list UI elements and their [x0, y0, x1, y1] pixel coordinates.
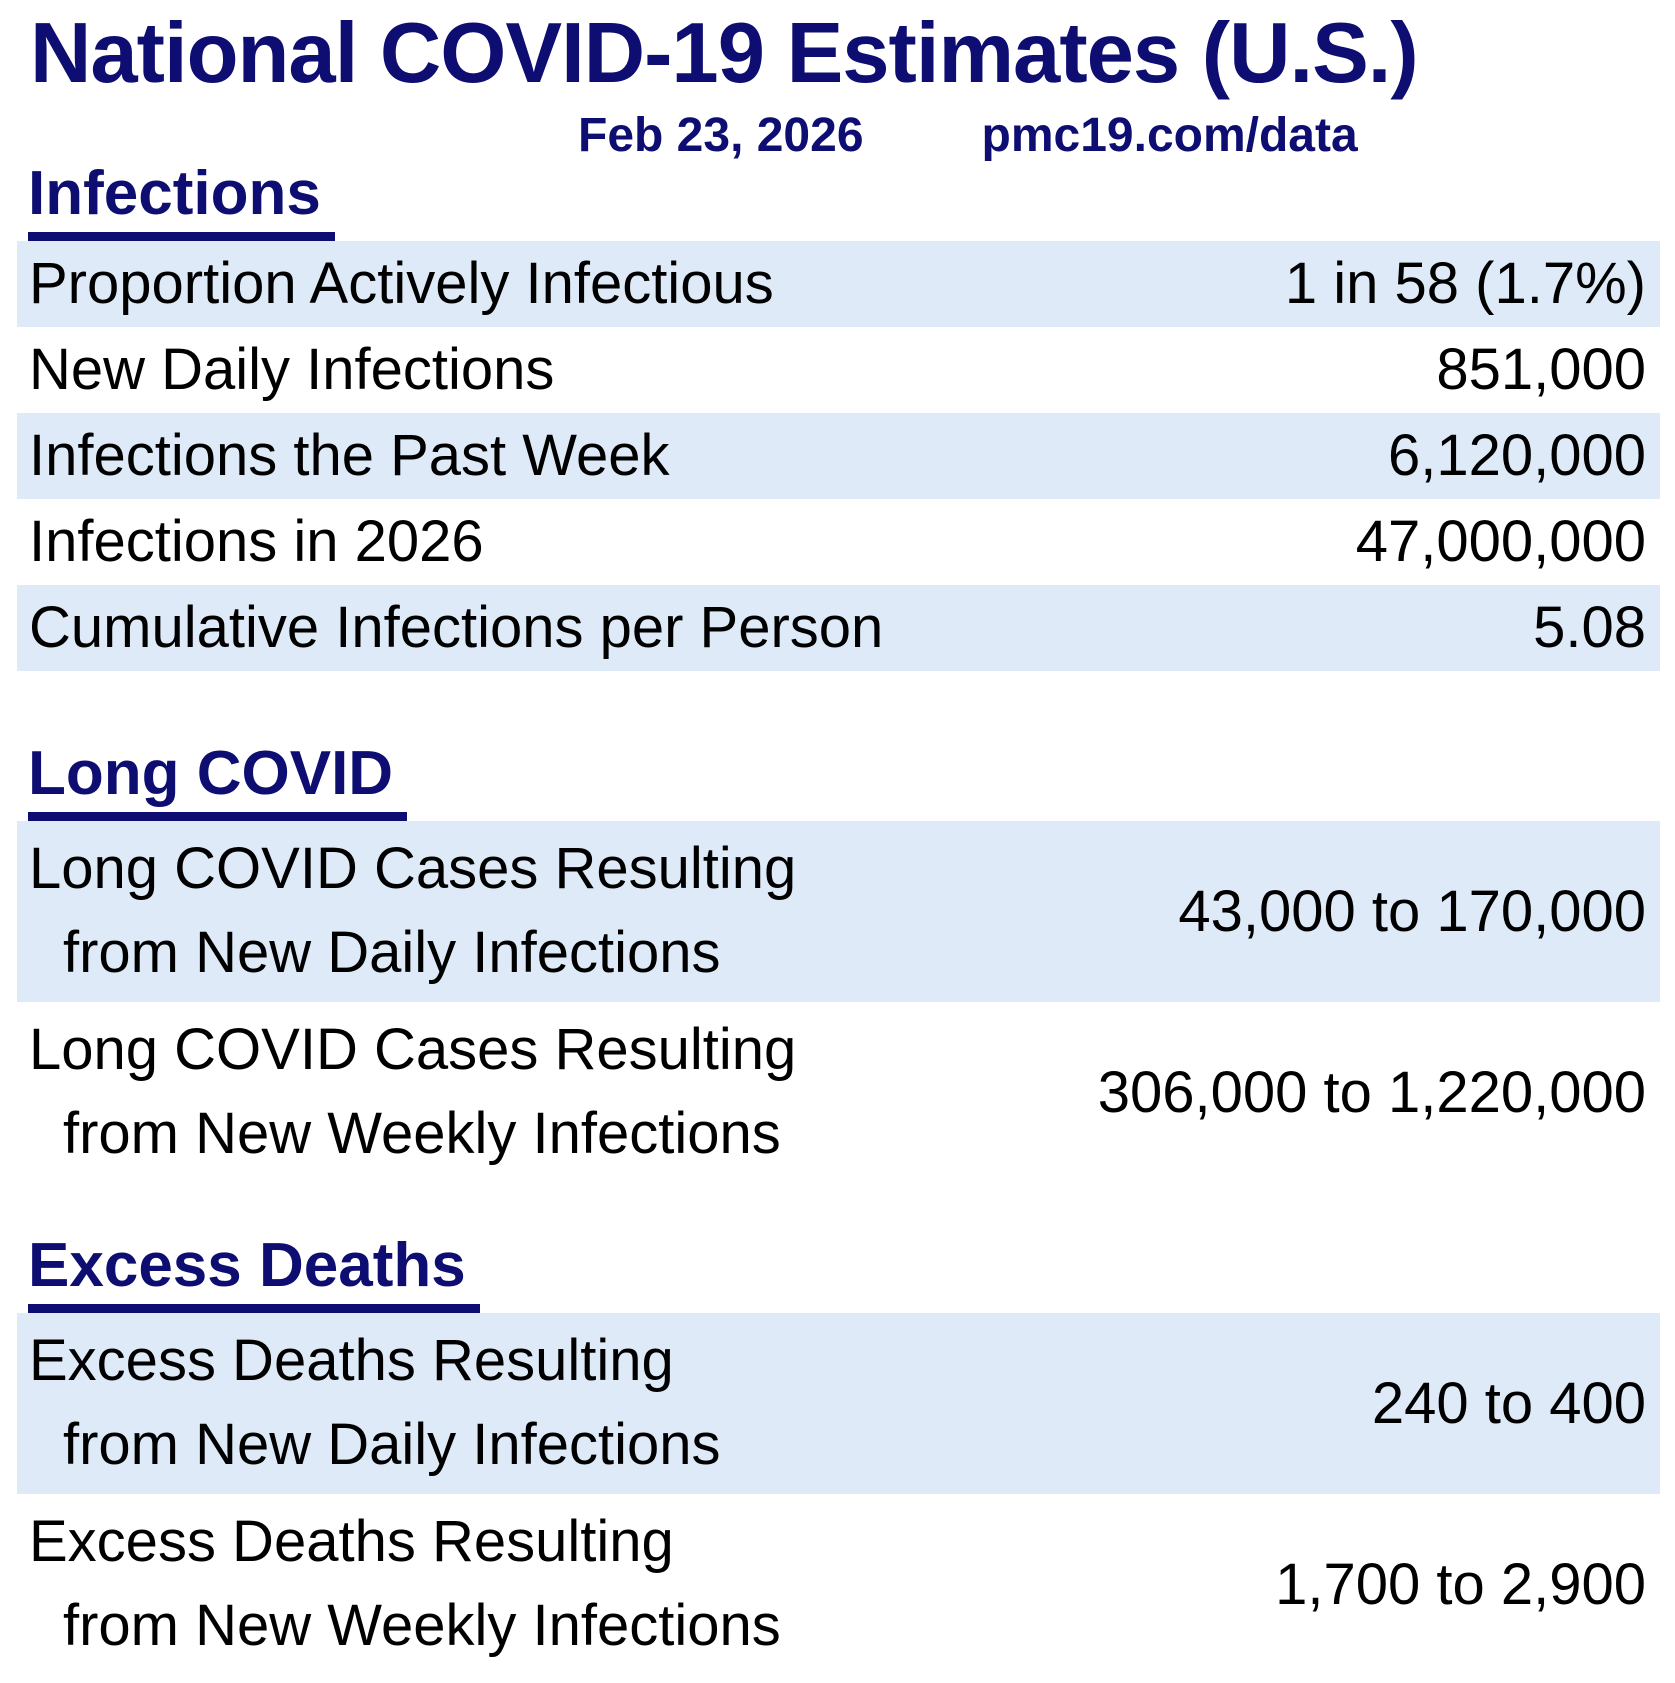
source-url: pmc19.com/data	[981, 109, 1358, 163]
row-label: Excess Deaths Resulting from New Weekly …	[17, 1500, 781, 1668]
row-label: Excess Deaths Resulting from New Daily I…	[17, 1319, 721, 1487]
row-value: 306,000 to 1,220,000	[1097, 1059, 1646, 1125]
dateline: Feb 23, 2026 pmc19.com/data	[0, 109, 1675, 163]
covid-estimates-infographic: National COVID-19 Estimates (U.S.) Feb 2…	[0, 6, 1675, 1675]
excess-deaths-table: Excess Deaths Resulting from New Daily I…	[17, 1312, 1660, 1675]
row-value: 1,700 to 2,900	[1275, 1551, 1646, 1617]
row-value: 5.08	[1533, 595, 1646, 661]
infections-table: Proportion Actively Infectious 1 in 58 (…	[17, 240, 1660, 671]
section-heading-excess-deaths: Excess Deaths	[28, 1234, 480, 1313]
row-label-line1: Long COVID Cases Resulting	[29, 836, 797, 902]
report-date: Feb 23, 2026	[578, 109, 864, 163]
row-label-line1: Excess Deaths Resulting	[29, 1328, 674, 1394]
row-label-line1: Long COVID Cases Resulting	[29, 1017, 797, 1083]
row-value: 1 in 58 (1.7%)	[1284, 251, 1646, 317]
row-value: 47,000,000	[1355, 509, 1646, 575]
row-label: Infections in 2026	[29, 509, 484, 575]
row-value: 43,000 to 170,000	[1178, 878, 1646, 944]
row-value: 851,000	[1436, 337, 1646, 403]
row-label: Cumulative Infections per Person	[29, 595, 884, 661]
table-row: Excess Deaths Resulting from New Daily I…	[17, 1312, 1660, 1494]
row-value: 240 to 400	[1371, 1370, 1646, 1436]
section-heading-infections: Infections	[28, 162, 335, 241]
row-label-line2: from New Weekly Infections	[63, 1101, 781, 1167]
table-row: Infections in 2026 47,000,000	[17, 499, 1660, 585]
row-label: Proportion Actively Infectious	[29, 251, 774, 317]
row-label-line2: from New Daily Infections	[63, 920, 721, 986]
row-label: Long COVID Cases Resulting from New Dail…	[17, 827, 796, 995]
row-label-line2: from New Weekly Infections	[63, 1593, 781, 1659]
section-heading-long-covid: Long COVID	[28, 742, 408, 821]
table-row: Excess Deaths Resulting from New Weekly …	[17, 1494, 1660, 1675]
table-row: Cumulative Infections per Person 5.08	[17, 584, 1660, 671]
table-row: Long COVID Cases Resulting from New Week…	[17, 1002, 1660, 1183]
row-label-line2: from New Daily Infections	[63, 1412, 721, 1478]
table-row: Infections the Past Week 6,120,000	[17, 412, 1660, 499]
row-value: 6,120,000	[1387, 423, 1646, 489]
long-covid-table: Long COVID Cases Resulting from New Dail…	[17, 820, 1660, 1183]
row-label: Infections the Past Week	[29, 423, 670, 489]
page-title: National COVID-19 Estimates (U.S.)	[30, 6, 1419, 101]
row-label: New Daily Infections	[29, 337, 555, 403]
table-row: New Daily Infections 851,000	[17, 327, 1660, 413]
table-row: Proportion Actively Infectious 1 in 58 (…	[17, 240, 1660, 327]
row-label: Long COVID Cases Resulting from New Week…	[17, 1008, 796, 1176]
table-row: Long COVID Cases Resulting from New Dail…	[17, 820, 1660, 1002]
row-label-line1: Excess Deaths Resulting	[29, 1509, 674, 1575]
